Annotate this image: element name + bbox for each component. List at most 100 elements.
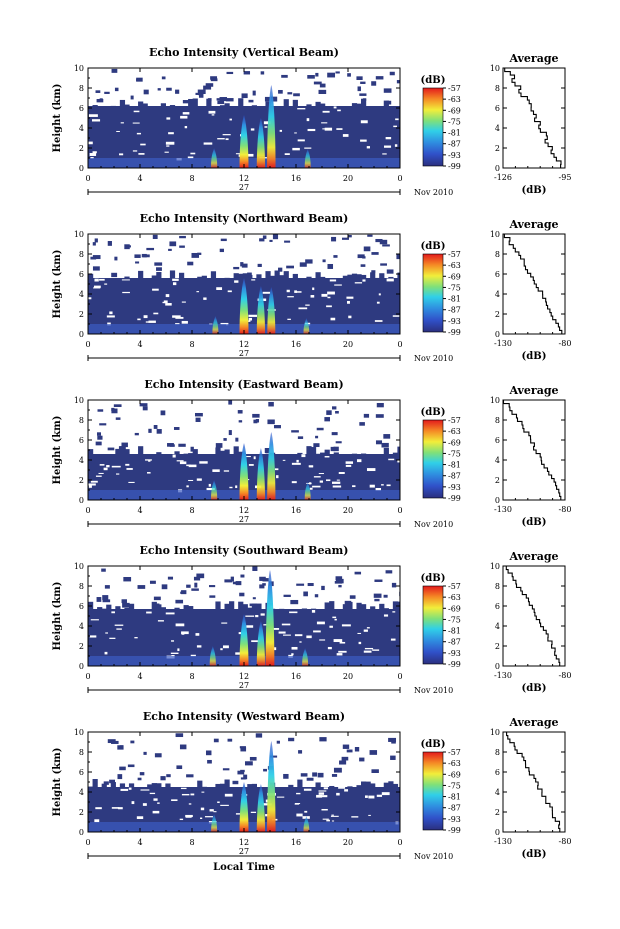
echo-fragment (318, 89, 327, 95)
echo-gap (200, 817, 203, 819)
echo-gap (330, 317, 336, 321)
echo-gap (128, 481, 135, 483)
echo-fragment (361, 274, 367, 282)
echo-fragment (156, 452, 162, 458)
echo-gap (182, 112, 190, 115)
echo-fragment (315, 435, 319, 439)
date-label: 27 (239, 183, 249, 192)
echo-fragment (251, 603, 257, 613)
profile-y-tick-label: 4 (495, 456, 500, 465)
echo-fragment (186, 774, 194, 778)
echo-gap (172, 282, 177, 286)
echo-fragment (269, 239, 273, 242)
echo-gap (134, 637, 138, 639)
plot-area (88, 566, 400, 666)
profile-y-tick-label: 8 (495, 582, 500, 591)
echo-fragment (247, 607, 253, 613)
echo-fragment (329, 457, 335, 458)
echo-fragment (226, 71, 234, 75)
echo-fragment (288, 784, 294, 791)
echo-fragment (153, 596, 161, 601)
echo-fragment (288, 737, 295, 742)
echo-gap (332, 481, 341, 484)
echo-gap (347, 300, 350, 304)
profile-title: Average (508, 550, 558, 563)
echo-gap (312, 485, 321, 488)
echo-fragment (392, 106, 399, 110)
echo-gap (201, 791, 205, 793)
y-tick-label: 0 (79, 164, 84, 173)
echo-fragment (347, 274, 353, 282)
echo-gap (309, 487, 313, 490)
echo-gap (196, 645, 202, 648)
x-tick-label: 12 (239, 340, 249, 349)
date-suffix: Nov 2010 (414, 686, 453, 695)
x-tick-label: 4 (137, 340, 142, 349)
echo-gap (206, 487, 215, 491)
echo-fragment (347, 107, 353, 110)
profile-y-tick-label: 10 (490, 230, 500, 239)
echo-gap (324, 455, 330, 458)
echo-fragment (356, 785, 362, 791)
echo-fragment (388, 106, 394, 110)
echo-fragment (379, 106, 385, 110)
echo-fragment (237, 410, 243, 414)
echo-fragment (272, 234, 279, 240)
x-tick-label: 20 (343, 838, 353, 847)
echo-fragment (160, 607, 166, 613)
echo-fragment (313, 443, 320, 448)
x-tick-label: 12 (239, 174, 249, 183)
profile-title: Average (508, 52, 558, 65)
echo-fragment (97, 409, 104, 412)
echo-gap (131, 801, 135, 805)
chart-panel: Echo Intensity (Eastward Beam) 0 2 4 6 8 10 Hei… (52, 378, 571, 529)
echo-gap (309, 482, 312, 485)
echo-gap (211, 114, 215, 116)
echo-fragment (216, 98, 221, 101)
y-tick-label: 10 (74, 728, 84, 737)
x-tick-label: 0 (85, 506, 90, 515)
echo-gap (298, 307, 308, 310)
echo-gap (132, 150, 138, 152)
echo-gap (88, 114, 98, 117)
echo-gap (90, 480, 98, 483)
echo-fragment (205, 750, 212, 756)
echo-fragment (133, 109, 139, 110)
echo-fragment (115, 448, 121, 458)
profile-x-label: (dB) (522, 849, 547, 860)
x-tick-label: 20 (343, 506, 353, 515)
echo-fragment (128, 603, 135, 613)
echo-fragment (195, 417, 201, 422)
chart-panel: Echo Intensity (Vertical Beam) 0 2 4 6 8 10 Hei… (52, 46, 571, 197)
profile-y-tick-label: 8 (495, 416, 500, 425)
colorbar-tick-label: -93 (448, 815, 461, 824)
echo-gap (284, 153, 290, 156)
echo-fragment (396, 254, 400, 260)
echo-fragment (293, 93, 300, 97)
convective-cell (267, 741, 276, 832)
echo-fragment (115, 279, 121, 282)
colorbar-tick-label: -63 (448, 759, 461, 768)
colorbar-tick-label: -93 (448, 151, 461, 160)
echo-gap (188, 479, 194, 481)
echo-fragment (142, 406, 148, 411)
profile-y-tick-label: 0 (495, 496, 500, 505)
convective-cell (239, 278, 249, 334)
echo-fragment (349, 595, 356, 599)
echo-fragment (383, 279, 389, 282)
convective-cell (212, 316, 219, 334)
echo-fragment (197, 780, 203, 791)
echo-fragment (88, 601, 94, 613)
echo-fragment (371, 81, 377, 86)
echo-gap (94, 819, 100, 823)
y-tick-label: 2 (79, 144, 84, 153)
profile-line (503, 234, 563, 335)
echo-fragment (278, 89, 283, 94)
echo-fragment (276, 740, 280, 744)
plot-area (88, 400, 400, 500)
echo-fragment (243, 71, 251, 75)
echo-gap (99, 278, 105, 281)
echo-fragment (169, 241, 177, 247)
echo-fragment (279, 455, 285, 458)
echo-fragment (256, 603, 262, 613)
